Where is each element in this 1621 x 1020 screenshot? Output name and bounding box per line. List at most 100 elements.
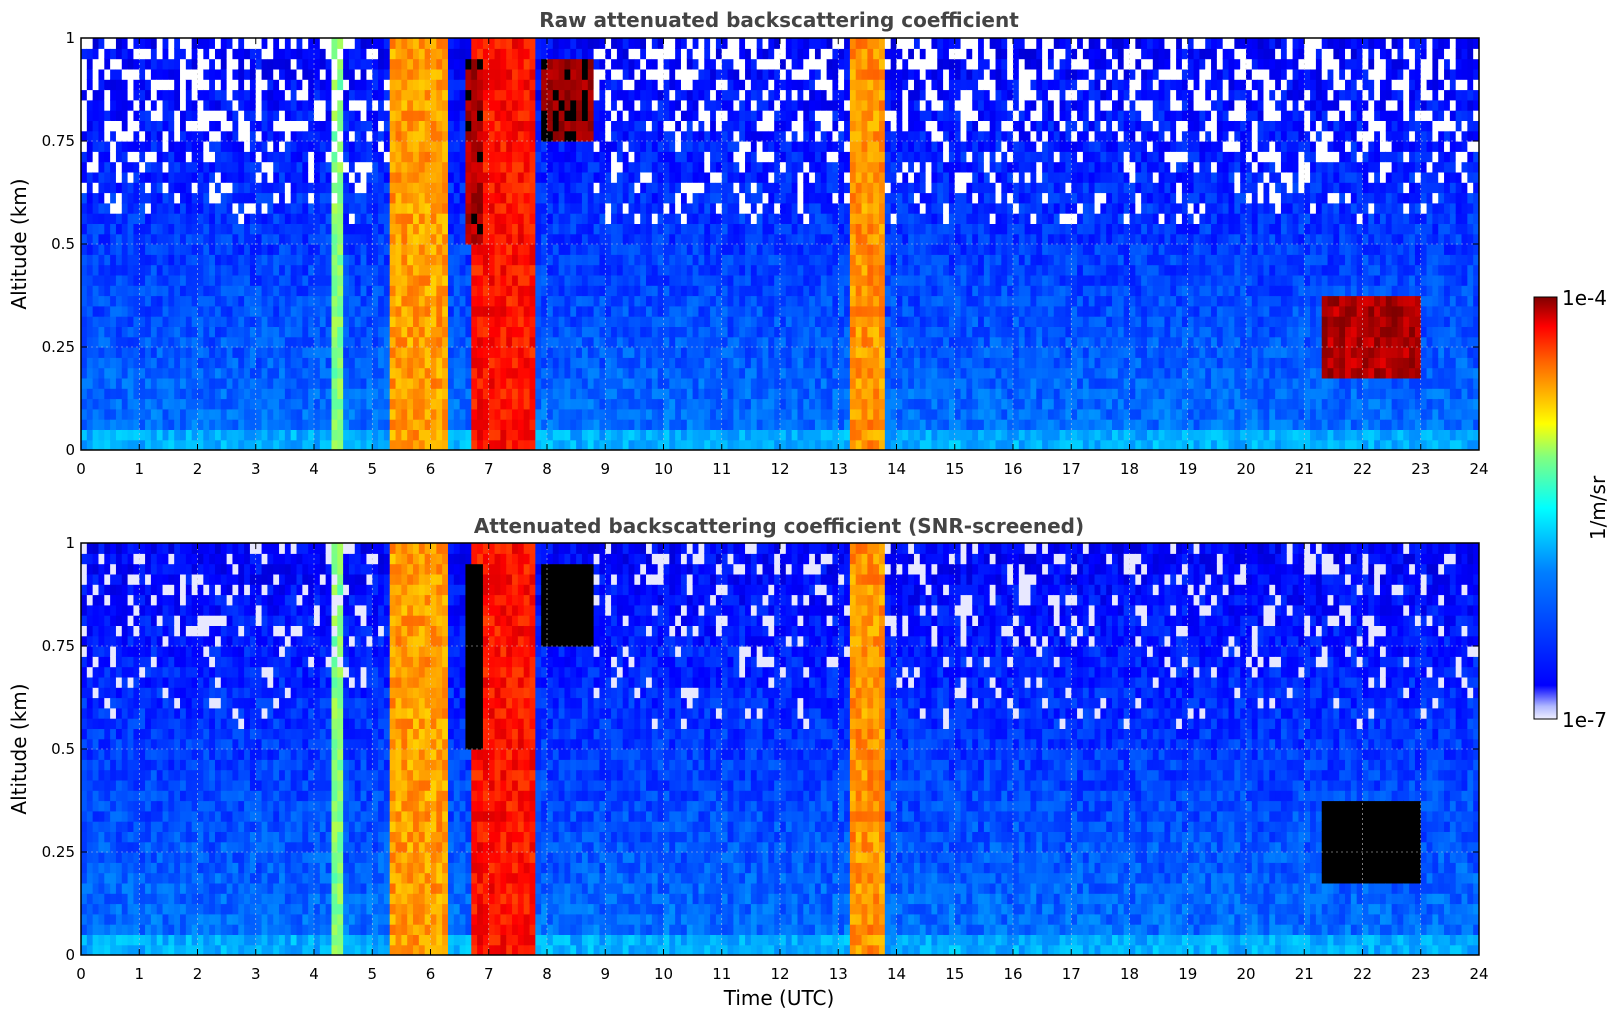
heatmap-cell — [721, 357, 729, 369]
heatmap-cell — [145, 439, 152, 450]
heatmap-cell — [180, 202, 187, 214]
heatmap-cell — [360, 326, 368, 338]
heatmap-cell — [197, 347, 204, 358]
heatmap-cell — [238, 429, 245, 441]
heatmap-cell — [150, 295, 158, 307]
heatmap-cell — [156, 192, 164, 204]
heatmap-cell — [774, 171, 781, 183]
heatmap-cell — [121, 89, 129, 101]
heatmap-cell — [698, 316, 705, 327]
heatmap-cell — [121, 213, 129, 224]
heatmap-cell — [739, 347, 746, 358]
heatmap-cell — [418, 429, 426, 441]
heatmap-cell — [774, 264, 781, 276]
heatmap-cell — [646, 202, 653, 214]
heatmap-cell — [203, 439, 210, 450]
heatmap-cell — [482, 439, 490, 450]
heatmap-cell — [203, 398, 210, 410]
heatmap-cell — [593, 223, 601, 235]
heatmap-cell — [255, 130, 263, 142]
heatmap-cell — [500, 38, 507, 49]
heatmap-cell — [593, 254, 601, 266]
heatmap-cell — [383, 38, 391, 49]
heatmap-cell — [255, 192, 263, 204]
heatmap-cell — [611, 316, 618, 327]
heatmap-cell — [715, 419, 723, 430]
heatmap-cell — [238, 398, 245, 410]
heatmap-cell — [616, 295, 624, 307]
heatmap-cell — [249, 305, 257, 317]
heatmap-cell — [576, 89, 583, 101]
heatmap-cell — [331, 120, 338, 132]
heatmap-cell — [552, 347, 560, 358]
heatmap-cell — [459, 429, 467, 441]
heatmap-cell — [104, 233, 111, 245]
heatmap-cell — [680, 439, 688, 450]
heatmap-cell — [768, 233, 775, 245]
heatmap-cell — [343, 336, 350, 348]
heatmap-cell — [785, 439, 793, 450]
heatmap-cell — [488, 223, 496, 235]
heatmap-cell — [337, 202, 344, 214]
heatmap-cell — [564, 285, 571, 297]
heatmap-cell — [768, 439, 775, 450]
heatmap-cell — [447, 79, 455, 91]
heatmap-cell — [389, 347, 397, 358]
heatmap-cell — [628, 58, 635, 70]
heatmap-cell — [628, 274, 635, 286]
heatmap-cell — [156, 182, 164, 194]
heatmap-cell — [314, 182, 321, 194]
heatmap-cell — [442, 110, 449, 121]
heatmap-cell — [715, 264, 723, 276]
heatmap-cell — [488, 274, 496, 286]
heatmap-cell — [657, 264, 665, 276]
heatmap-cell — [197, 171, 204, 183]
heatmap-cell — [407, 151, 414, 163]
heatmap-cell — [308, 192, 315, 204]
heatmap-cell — [348, 336, 356, 348]
heatmap-cell — [791, 419, 799, 430]
heatmap-cell — [319, 326, 327, 338]
heatmap-cell — [308, 48, 315, 60]
heatmap-cell — [442, 120, 449, 132]
heatmap-cell — [284, 79, 292, 91]
heatmap-cell — [564, 305, 571, 317]
heatmap-cell — [81, 171, 88, 183]
heatmap-cell — [599, 202, 606, 214]
heatmap-cell — [395, 305, 402, 317]
heatmap-cell — [343, 130, 350, 142]
heatmap-cell — [768, 79, 775, 91]
heatmap-cell — [191, 141, 199, 152]
heatmap-cell — [424, 48, 432, 60]
heatmap-cell — [180, 68, 187, 80]
heatmap-cell — [669, 254, 676, 266]
heatmap-cell — [482, 192, 490, 204]
heatmap-cell — [354, 192, 362, 204]
heatmap-cell — [640, 285, 647, 297]
heatmap-cell — [774, 274, 781, 286]
heatmap-cell — [174, 161, 181, 173]
heatmap-cell — [302, 130, 309, 142]
heatmap-cell — [587, 182, 595, 194]
heatmap-cell — [81, 388, 88, 400]
heatmap-cell — [314, 192, 321, 204]
heatmap-cell — [465, 99, 472, 111]
heatmap-cell — [745, 347, 752, 358]
heatmap-cell — [436, 99, 443, 111]
heatmap-cell — [249, 171, 257, 183]
heatmap-cell — [663, 120, 670, 132]
heatmap-cell — [477, 388, 484, 400]
heatmap-cell — [698, 254, 705, 266]
heatmap-cell — [267, 285, 274, 297]
heatmap-cell — [296, 254, 303, 266]
heatmap-cell — [319, 244, 327, 255]
heatmap-cell — [127, 223, 135, 235]
heatmap-cell — [593, 357, 601, 369]
heatmap-cell — [366, 377, 373, 389]
heatmap-cell — [803, 326, 810, 338]
heatmap-cell — [407, 295, 414, 307]
heatmap-cell — [139, 130, 146, 142]
heatmap-cell — [418, 285, 426, 297]
heatmap-cell — [127, 79, 135, 91]
heatmap-cell — [185, 223, 193, 235]
